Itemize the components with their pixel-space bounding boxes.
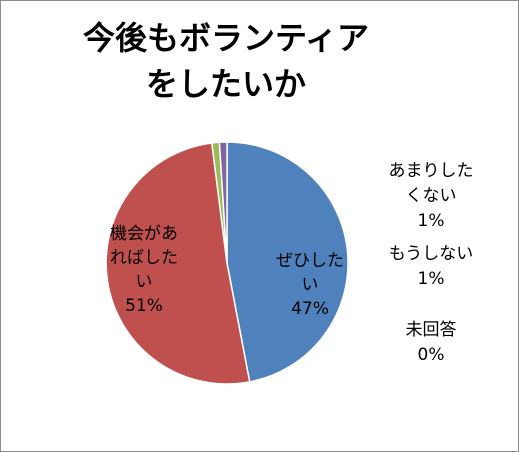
label-no-more-value: 1% [417, 269, 445, 289]
label-not-really-line-1: あまりした [388, 161, 474, 181]
pie-label-if-chance-line-1: 機会があ [110, 224, 178, 244]
label-no-more-line-1: もうしない [388, 244, 474, 264]
pie-slice-no-more [218, 141, 228, 264]
label-not-really: あまりした くない 1% [379, 159, 483, 234]
chart-title-line-1: 今後もボランティア [82, 19, 370, 57]
chart-title: 今後もボランティア をしたいか [56, 15, 396, 107]
pie-label-want-very-much-line-2: い [302, 275, 319, 295]
pie-label-if-chance-line-2: ればした [110, 248, 178, 268]
label-no-answer-line-1: 未回答 [405, 320, 457, 340]
label-no-answer-value: 0% [417, 345, 445, 365]
chart-title-line-2: をしたいか [145, 65, 306, 103]
pie-slice-want-very-much [226, 141, 349, 383]
pie-label-want-very-much-value: 47% [291, 299, 329, 319]
pie-label-if-chance-line-3: い [136, 272, 153, 292]
pie-slice-if-chance [105, 142, 251, 385]
pie-label-if-chance-value: 51% [125, 296, 163, 316]
label-no-more: もうしない 1% [381, 242, 481, 292]
pie-label-want-very-much-line-1: ぜひした [276, 251, 344, 271]
pie-slices [105, 141, 349, 385]
label-not-really-value: 1% [417, 211, 445, 231]
label-not-really-line-2: くない [405, 186, 457, 206]
label-no-answer: 未回答 0% [381, 318, 481, 368]
